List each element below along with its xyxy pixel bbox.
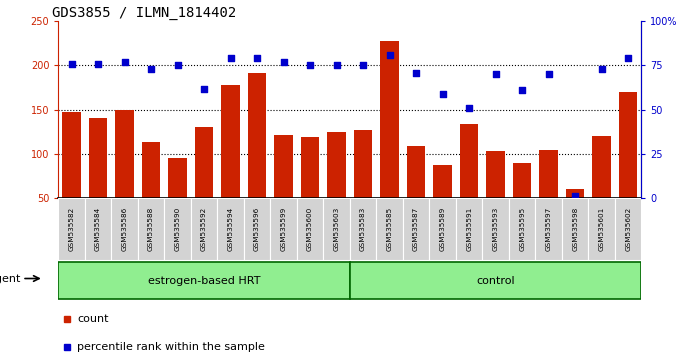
Point: [331, 63, 342, 68]
Text: GSM535598: GSM535598: [572, 207, 578, 251]
Bar: [58, 262, 350, 299]
Text: GSM535595: GSM535595: [519, 207, 525, 251]
Bar: [429, 198, 456, 260]
Bar: [377, 198, 403, 260]
Text: GSM535587: GSM535587: [413, 207, 419, 251]
Text: GSM535589: GSM535589: [440, 207, 446, 251]
Bar: [403, 198, 429, 260]
Text: GSM535588: GSM535588: [148, 207, 154, 251]
Point: [411, 70, 422, 75]
Point: [225, 56, 236, 61]
Bar: [191, 198, 217, 260]
Text: GDS3855 / ILMN_1814402: GDS3855 / ILMN_1814402: [52, 6, 237, 20]
Bar: [323, 198, 350, 260]
Bar: [195, 127, 213, 242]
Point: [569, 194, 580, 199]
Bar: [168, 159, 187, 242]
Bar: [350, 262, 641, 299]
Text: GSM535600: GSM535600: [307, 207, 313, 251]
Bar: [566, 189, 584, 242]
Point: [93, 61, 104, 67]
Point: [145, 66, 156, 72]
Text: GSM535592: GSM535592: [201, 207, 207, 251]
Point: [252, 56, 263, 61]
Bar: [407, 146, 425, 242]
Bar: [380, 41, 399, 242]
Bar: [115, 110, 134, 242]
Bar: [539, 149, 558, 242]
Text: GSM535593: GSM535593: [493, 207, 499, 251]
Bar: [58, 198, 85, 260]
Point: [199, 86, 210, 91]
Bar: [327, 132, 346, 242]
Bar: [513, 163, 532, 242]
Text: percentile rank within the sample: percentile rank within the sample: [77, 342, 265, 352]
Bar: [350, 198, 377, 260]
Bar: [217, 198, 244, 260]
Point: [66, 61, 77, 67]
Bar: [297, 198, 323, 260]
Point: [384, 52, 395, 58]
Bar: [88, 118, 107, 242]
Bar: [615, 198, 641, 260]
Point: [543, 72, 554, 77]
Bar: [142, 143, 161, 242]
Bar: [562, 198, 589, 260]
Point: [490, 72, 501, 77]
Bar: [165, 198, 191, 260]
Text: GSM535582: GSM535582: [69, 207, 75, 251]
Bar: [111, 198, 138, 260]
Bar: [593, 136, 611, 242]
Text: GSM535583: GSM535583: [360, 207, 366, 251]
Bar: [85, 198, 111, 260]
Point: [437, 91, 448, 97]
Text: GSM535596: GSM535596: [254, 207, 260, 251]
Text: GSM535602: GSM535602: [625, 207, 631, 251]
Bar: [460, 124, 478, 242]
Text: control: control: [476, 275, 515, 286]
Text: GSM535586: GSM535586: [121, 207, 128, 251]
Text: GSM535591: GSM535591: [466, 207, 472, 251]
Text: GSM535594: GSM535594: [228, 207, 234, 251]
Bar: [354, 130, 372, 242]
Point: [172, 63, 183, 68]
Bar: [244, 198, 270, 260]
Text: count: count: [77, 314, 108, 324]
Text: GSM535599: GSM535599: [281, 207, 287, 251]
Bar: [535, 198, 562, 260]
Point: [623, 56, 634, 61]
Point: [464, 105, 475, 111]
Bar: [486, 152, 505, 242]
Text: GSM535585: GSM535585: [387, 207, 392, 251]
Point: [357, 63, 368, 68]
Text: GSM535584: GSM535584: [95, 207, 101, 251]
Bar: [222, 85, 240, 242]
Bar: [301, 137, 320, 242]
Bar: [619, 92, 637, 242]
Bar: [274, 135, 293, 242]
Point: [278, 59, 289, 65]
Point: [119, 59, 130, 65]
Text: GSM535597: GSM535597: [545, 207, 552, 251]
Text: GSM535603: GSM535603: [333, 207, 340, 251]
Bar: [589, 198, 615, 260]
Text: GSM535601: GSM535601: [599, 207, 604, 251]
Bar: [270, 198, 297, 260]
Bar: [62, 113, 81, 242]
Text: agent: agent: [0, 274, 21, 284]
Point: [517, 87, 528, 93]
Text: GSM535590: GSM535590: [174, 207, 180, 251]
Bar: [248, 74, 266, 242]
Bar: [456, 198, 482, 260]
Point: [305, 63, 316, 68]
Bar: [434, 165, 452, 242]
Text: estrogen-based HRT: estrogen-based HRT: [148, 275, 260, 286]
Point: [596, 66, 607, 72]
Bar: [509, 198, 535, 260]
Bar: [482, 198, 509, 260]
Bar: [138, 198, 165, 260]
